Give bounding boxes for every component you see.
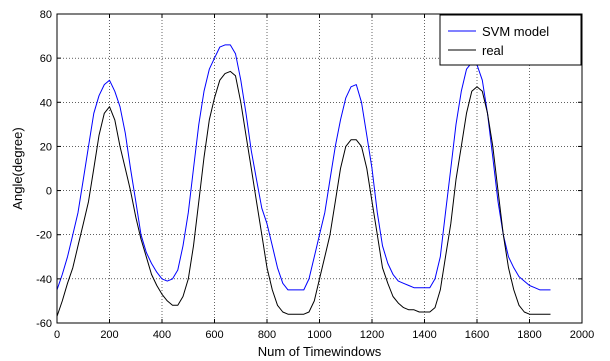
y-tick-label: -60 [36, 318, 52, 330]
legend-box [439, 14, 582, 66]
y-tick-label: 80 [40, 9, 52, 21]
y-tick-label: 20 [40, 141, 52, 153]
legend-label: SVM model [482, 24, 549, 39]
x-tick-label: 1800 [517, 329, 541, 341]
x-tick-label: 1200 [360, 329, 384, 341]
legend: SVM model real [439, 14, 582, 66]
x-tick-label: 600 [205, 329, 223, 341]
x-tick-label: 200 [100, 329, 118, 341]
y-tick-label: 0 [46, 186, 52, 198]
x-axis-label: Num of Timewindows [258, 344, 382, 359]
x-tick-label: 1000 [307, 329, 331, 341]
series-line-svm-model [56, 44, 551, 291]
tick-layer: 0 200 400 600 800 1000 1200 1400 1600 1800 2000-60… [36, 9, 594, 341]
series-layer [56, 44, 551, 317]
y-tick-label: -20 [36, 230, 52, 242]
y-tick-label: 60 [40, 53, 52, 65]
x-tick-label: 1400 [412, 329, 436, 341]
y-axis-label: Angle(degree) [10, 127, 25, 209]
x-tick-label: 800 [258, 329, 276, 341]
series-line-real [56, 70, 551, 317]
x-tick-label: 0 [54, 329, 60, 341]
x-tick-label: 400 [153, 329, 171, 341]
x-tick-label: 2000 [570, 329, 594, 341]
x-tick-label: 1600 [465, 329, 489, 341]
legend-label: real [482, 43, 504, 58]
y-tick-label: -40 [36, 274, 52, 286]
y-tick-label: 40 [40, 97, 52, 109]
